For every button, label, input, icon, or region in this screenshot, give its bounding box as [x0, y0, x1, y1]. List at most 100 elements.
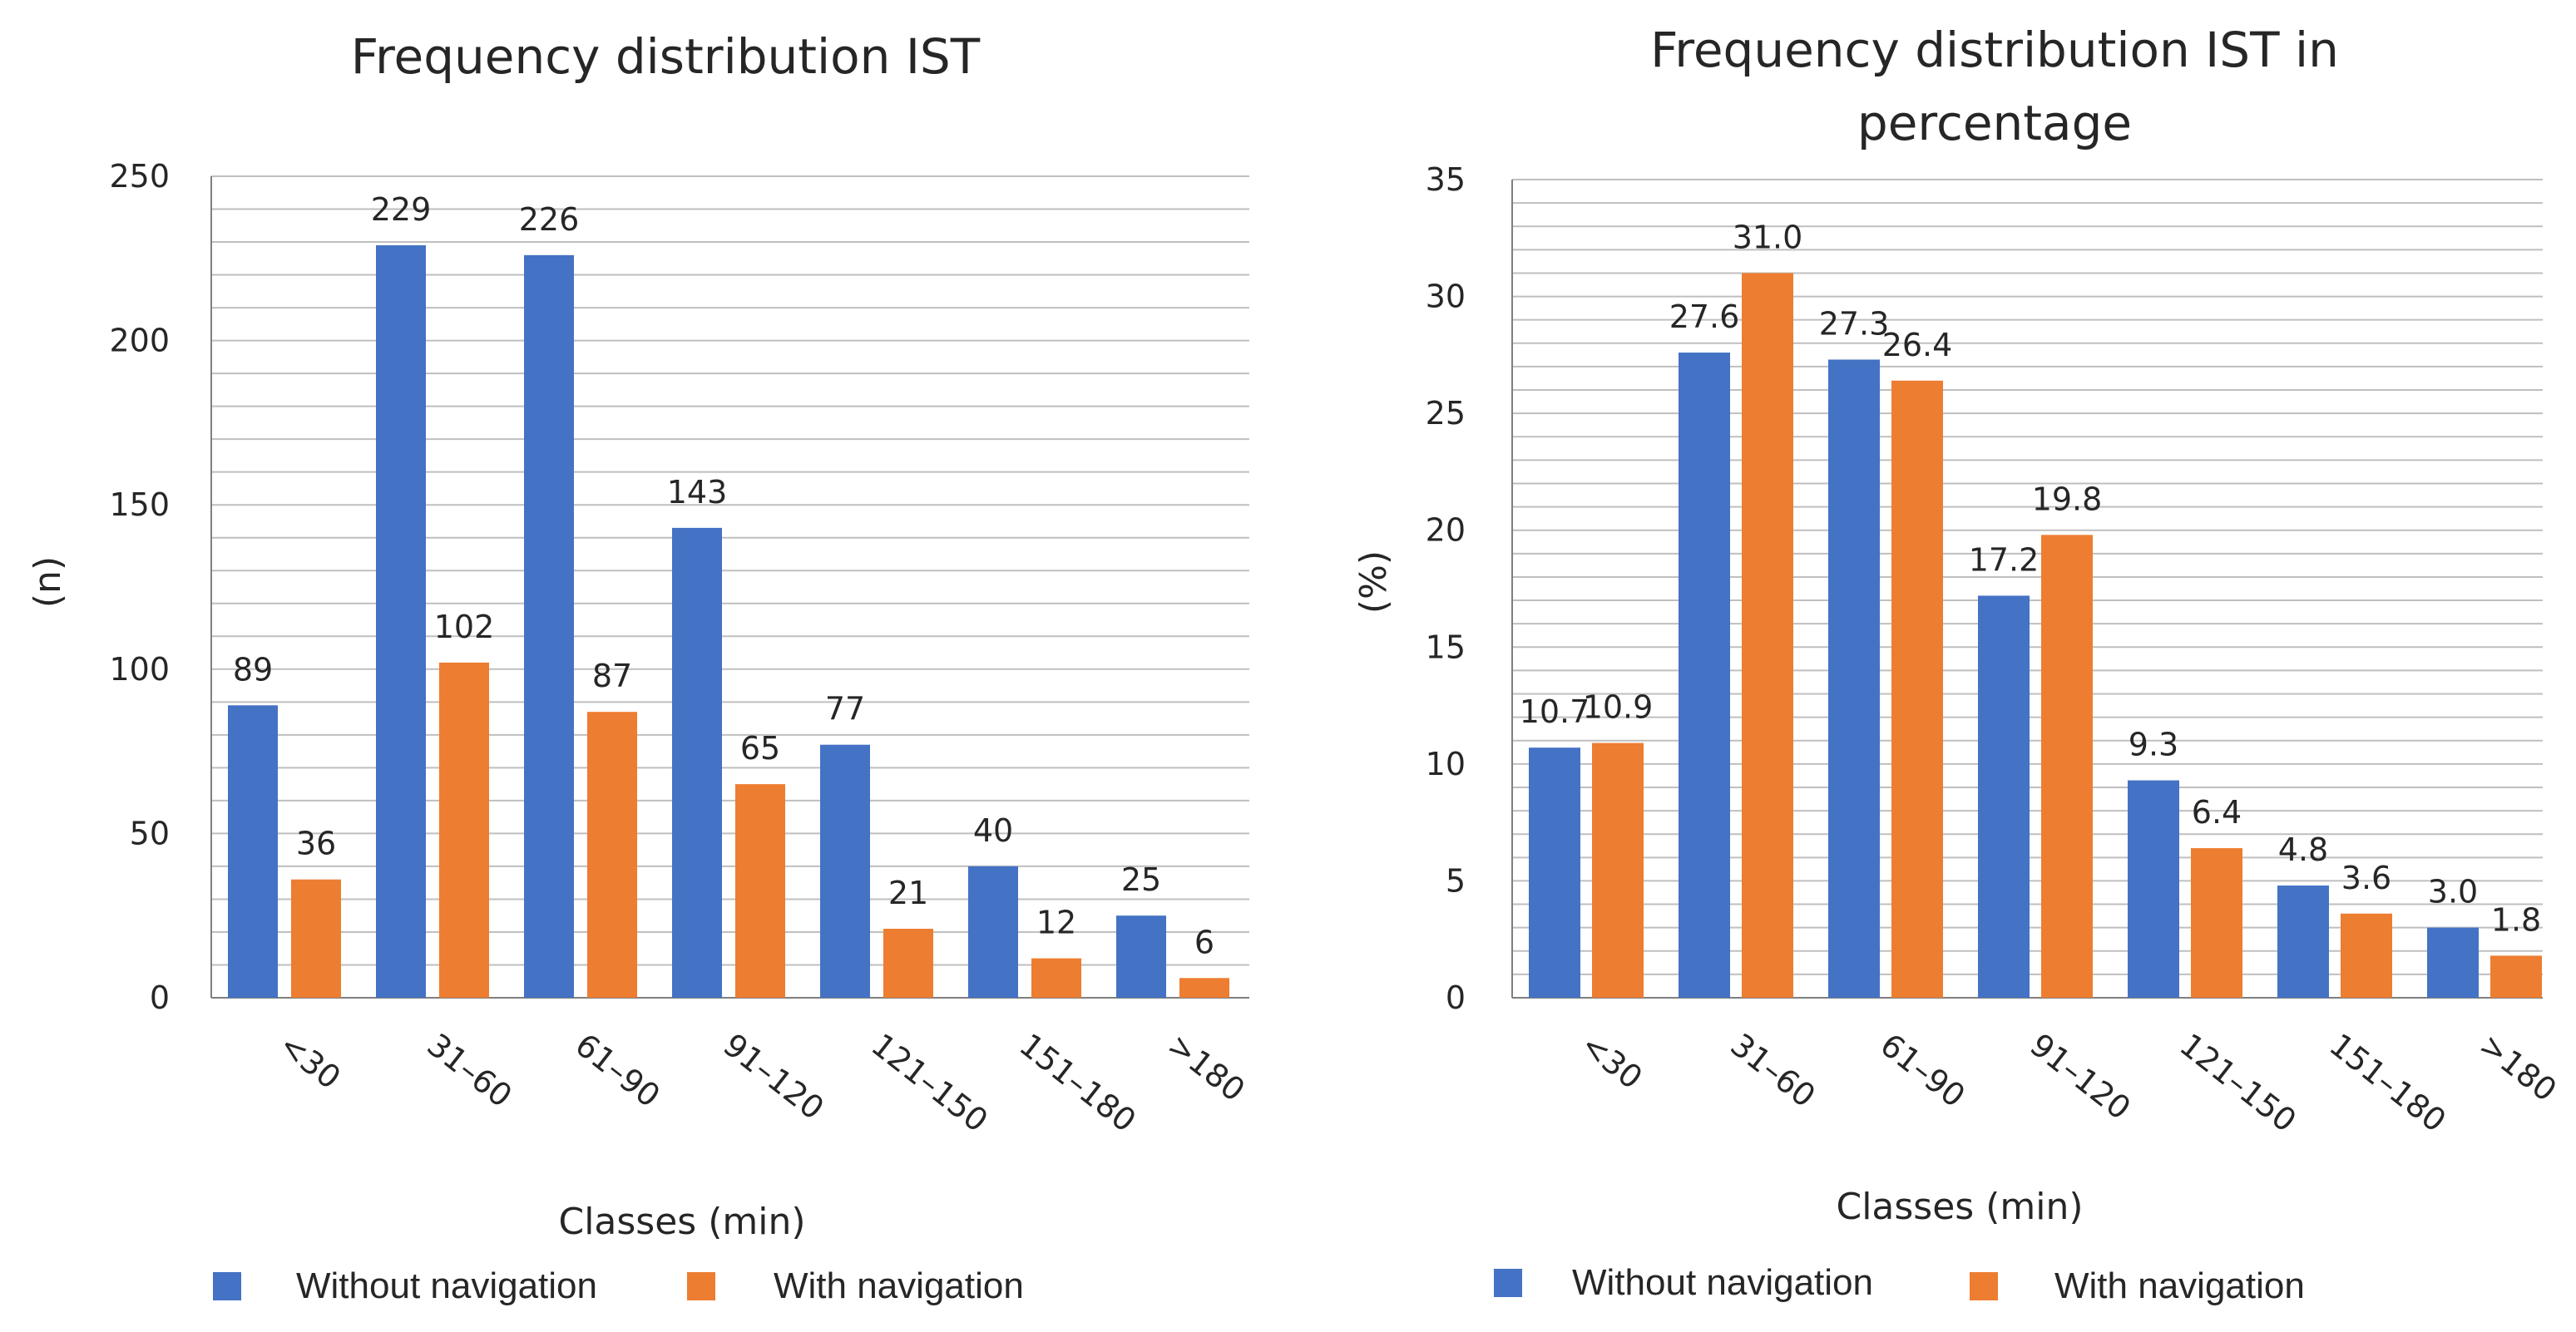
- x-axis-label: Classes (min): [1836, 1186, 2083, 1228]
- bar: [2128, 780, 2179, 998]
- data-label: 143: [667, 474, 728, 511]
- x-tick-label: 31–60: [1723, 1026, 1822, 1114]
- x-tick-label: 91–120: [2023, 1026, 2137, 1127]
- data-labels: 10.7 27.6 27.3 17.2 9.3 4.8 3.0 10.9 31.0 26.4 19.…: [1520, 219, 2542, 938]
- y-tick-label: 25: [1426, 395, 1466, 432]
- bar: [376, 244, 426, 998]
- bars: [228, 244, 1229, 998]
- y-tick-label: 15: [1426, 629, 1466, 665]
- chart-count: Frequency distribution IST (n) Classes (…: [27, 28, 1252, 1306]
- x-tick-label: 151–180: [1012, 1026, 1142, 1139]
- x-tick-label: 121–150: [864, 1026, 994, 1139]
- x-axis-label: Classes (min): [558, 1201, 805, 1243]
- bar: [735, 784, 785, 998]
- y-ticks: 0 50 100 150 200 250: [109, 158, 170, 1016]
- bar: [672, 527, 722, 998]
- legend-swatch-without: [213, 1272, 241, 1300]
- data-label: 65: [740, 730, 780, 767]
- data-label: 26.4: [1882, 327, 1953, 363]
- bar: [1031, 958, 1081, 998]
- data-label: 10.9: [1583, 689, 1654, 726]
- x-tick-label: <30: [1574, 1026, 1649, 1096]
- x-ticks: <30 31–60 61–90 91–120 121–150 151–180 >180: [1574, 1026, 2563, 1139]
- y-tick-label: 50: [130, 815, 170, 851]
- gridlines: [210, 175, 1249, 999]
- data-label: 27.6: [1669, 298, 1740, 335]
- bar: [1828, 359, 1880, 999]
- x-tick-label: 151–180: [2322, 1026, 2452, 1139]
- bar: [968, 866, 1018, 998]
- bar: [2041, 535, 2093, 998]
- data-label: 25: [1121, 861, 1161, 898]
- y-tick-label: 0: [150, 979, 170, 1016]
- bar: [1116, 915, 1166, 998]
- data-labels: 89 229 226 143 77 40 25 36 102 87 65 21 12 6: [233, 191, 1214, 960]
- x-tick-label: 61–90: [568, 1026, 666, 1114]
- data-label: 27.3: [1819, 305, 1890, 342]
- data-label: 19.8: [2032, 481, 2103, 517]
- x-tick-label: 91–120: [716, 1026, 830, 1127]
- data-label: 3.0: [2428, 874, 2478, 910]
- y-tick-label: 200: [109, 323, 170, 359]
- bar: [820, 744, 870, 998]
- data-label: 3.6: [2341, 860, 2391, 896]
- data-label: 21: [888, 875, 928, 911]
- data-label: 12: [1036, 905, 1076, 941]
- bar: [1592, 742, 1644, 998]
- x-tick-label: 31–60: [420, 1026, 518, 1114]
- chart-title-line-1: Frequency distribution IST in: [1650, 22, 2339, 78]
- bar: [2277, 886, 2329, 998]
- bar: [2341, 913, 2392, 998]
- chart-percentage: Frequency distribution IST in percentage…: [1352, 22, 2564, 1306]
- data-label: 89: [233, 651, 273, 688]
- data-label: 31.0: [1733, 219, 1803, 255]
- y-tick-label: 30: [1426, 279, 1466, 315]
- y-axis-label: (n): [27, 556, 69, 608]
- y-axis-label: (%): [1352, 550, 1395, 614]
- bar: [228, 705, 278, 998]
- legend-label-with: With navigation: [2054, 1265, 2305, 1306]
- bar: [883, 929, 933, 998]
- x-tick-label: 121–150: [2173, 1026, 2302, 1139]
- legend-label-without: Without navigation: [1572, 1262, 1873, 1303]
- bar: [1978, 595, 2030, 998]
- bar: [1529, 747, 1580, 998]
- bar: [1742, 273, 1793, 998]
- y-tick-label: 250: [109, 158, 170, 195]
- legend-swatch-without: [1494, 1269, 1522, 1297]
- y-tick-label: 35: [1426, 161, 1466, 198]
- data-label: 229: [371, 191, 432, 228]
- data-label: 226: [519, 201, 580, 238]
- x-ticks: <30 31–60 61–90 91–120 121–150 151–180 >180: [272, 1026, 1251, 1139]
- data-label: 9.3: [2129, 727, 2178, 763]
- bar: [2427, 927, 2479, 998]
- data-label: 6: [1194, 924, 1214, 960]
- x-tick-label: >180: [2472, 1026, 2563, 1108]
- y-tick-label: 100: [109, 651, 170, 688]
- legend-label-with: With navigation: [774, 1265, 1024, 1306]
- data-label: 40: [973, 812, 1013, 849]
- data-label: 87: [592, 658, 632, 694]
- x-tick-label: 61–90: [1873, 1026, 1971, 1114]
- bar: [587, 712, 637, 998]
- y-tick-label: 0: [1446, 979, 1466, 1016]
- bar: [1891, 380, 1943, 999]
- bar: [291, 879, 341, 998]
- data-label: 36: [296, 826, 336, 862]
- data-label: 10.7: [1520, 693, 1590, 730]
- legend-swatch-with: [687, 1272, 715, 1300]
- y-ticks: 0 5 10 15 20 25 30 35: [1426, 161, 1466, 1016]
- data-label: 6.4: [2192, 794, 2242, 831]
- data-label: 77: [825, 691, 865, 728]
- legend-swatch-with: [1970, 1272, 1998, 1300]
- data-label: 102: [434, 609, 495, 645]
- y-tick-label: 20: [1426, 512, 1466, 549]
- bar: [1179, 978, 1229, 998]
- bar: [524, 254, 574, 998]
- y-tick-label: 5: [1446, 862, 1466, 899]
- chart-title-line-2: percentage: [1857, 95, 2132, 151]
- data-label: 4.8: [2278, 831, 2328, 868]
- legend: Without navigation With navigation: [1494, 1262, 2305, 1306]
- x-tick-label: <30: [272, 1026, 347, 1096]
